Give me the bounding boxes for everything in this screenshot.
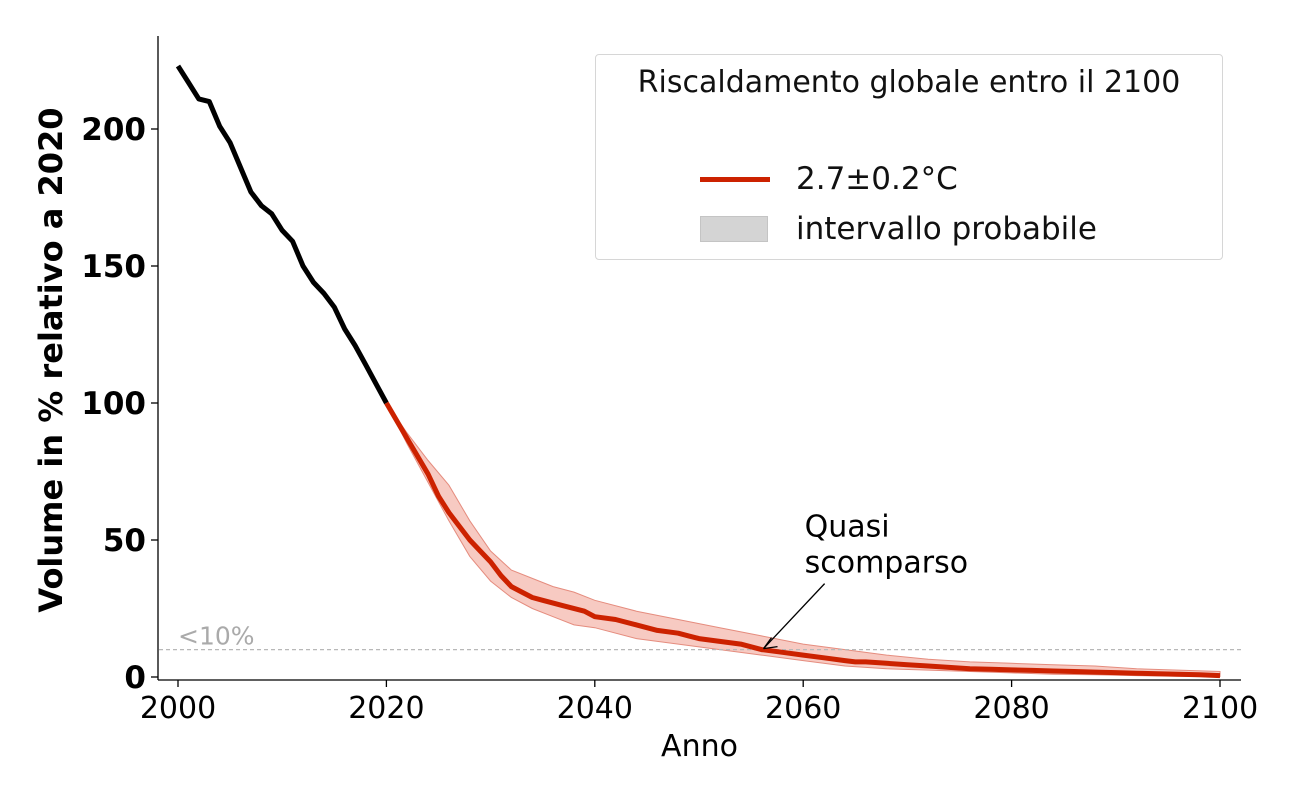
series-projection-line [384, 401, 1221, 679]
y-tick-label: 100 [81, 386, 146, 422]
y-ticks: 0 50 100 150 200 [81, 112, 158, 696]
x-tick-label: 2080 [973, 691, 1049, 726]
likely-range-band [385, 402, 1221, 678]
annotation-arrowhead [762, 637, 778, 650]
series-layer [175, 64, 1221, 679]
y-tick-label: 50 [103, 523, 146, 559]
x-axis-label: Anno [661, 729, 738, 764]
y-tick-label: 0 [124, 660, 146, 696]
legend-entry-band: intervallo probabile [700, 211, 1097, 247]
y-tick-label: 150 [81, 249, 146, 285]
annotation-arrow [763, 583, 826, 650]
legend-label-projection: 2.7±0.2°C [796, 161, 958, 197]
legend: Riscaldamento globale entro il 2100 2.7±… [595, 54, 1223, 260]
x-tick-label: 2020 [348, 691, 424, 726]
threshold-label: <10% [178, 622, 255, 651]
y-tick-label: 200 [81, 112, 146, 148]
band-area [385, 402, 1221, 678]
x-tick-label: 2040 [557, 691, 633, 726]
legend-swatch-band [700, 216, 768, 242]
x-ticks: 2000 2020 2040 2060 2080 2100 [140, 680, 1258, 726]
x-tick-label: 2060 [765, 691, 841, 726]
x-tick-label: 2100 [1182, 691, 1258, 726]
x-tick-label: 2000 [140, 691, 216, 726]
annotation: Quasi scomparso [762, 510, 968, 650]
legend-swatch-line [700, 176, 770, 182]
legend-label-band: intervallo probabile [796, 211, 1097, 247]
y-axis-label: Volume in % relativo a 2020 [32, 107, 70, 612]
series-historical-line [175, 64, 389, 405]
annotation-text: Quasi scomparso [805, 510, 968, 581]
legend-entry-projection: 2.7±0.2°C [700, 161, 958, 197]
legend-title: Riscaldamento globale entro il 2100 [637, 65, 1181, 100]
